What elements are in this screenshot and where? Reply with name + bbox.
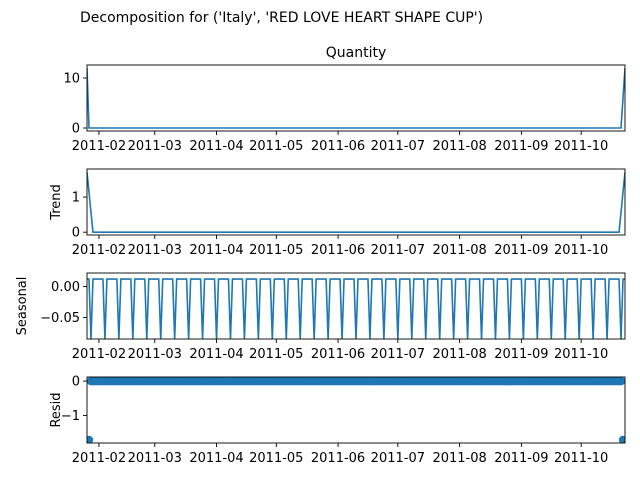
x-tick-label: 2011-05 [249,243,303,258]
x-tick-label: 2011-07 [371,139,425,154]
x-tick-label: 2011-05 [249,451,303,466]
resid-outlier-point [618,435,625,443]
panel-resid: 0 −1 2011-02 2011-03 2011-04 2011-05 2011-06 20… [49,375,626,466]
axes-frame [86,168,626,236]
axes-frame [86,64,626,132]
x-tick-label: 2011-09 [494,347,548,362]
series-line [87,67,625,129]
series-group [87,377,625,443]
x-tick-label: 2011-05 [249,139,303,154]
series-line [87,172,625,233]
x-tick-label: 2011-10 [554,243,608,258]
panel-seasonal: 0.00 −0.05 2011-02 2011-03 2011-04 2011-05 201… [15,272,626,362]
x-tick-label: 2011-09 [494,139,548,154]
x-tick-label: 2011-08 [432,347,486,362]
series-group [87,67,625,129]
x-tick-label: 2011-07 [371,347,425,362]
x-tick-label: 2011-06 [311,243,365,258]
x-tick-label: 2011-08 [432,139,486,154]
panel-trend: 0 1 2011-02 2011-03 2011-04 2011-05 2011-06 201… [49,168,626,258]
x-tick-label: 2011-07 [371,243,425,258]
y-tick-label: −0.05 [40,311,80,326]
x-tick-label: 2011-04 [189,451,243,466]
figure-title: Decomposition for ('Italy', 'RED LOVE HE… [80,10,483,26]
x-tick-label: 2011-02 [72,243,126,258]
x-tick-label: 2011-03 [128,347,182,362]
series-group [87,172,625,233]
x-tick-label: 2011-02 [72,347,126,362]
resid-point [616,377,625,386]
x-tick-label: 2011-03 [128,451,182,466]
x-tick-label: 2011-03 [128,243,182,258]
x-tick-label: 2011-09 [494,451,548,466]
y-tick-label: 0 [72,122,80,137]
x-tick-label: 2011-06 [311,139,365,154]
quantity-panel-title: Quantity [326,45,387,61]
resid-outlier-point [87,435,94,443]
x-tick-label: 2011-07 [371,451,425,466]
y-tick-label: 0.00 [51,280,80,295]
y-tick-label: 1 [72,191,80,206]
axes-frame [86,272,626,340]
x-tick-label: 2011-03 [128,139,182,154]
x-tick-label: 2011-08 [432,243,486,258]
seasonal-line [87,278,625,339]
y-axis-label: Resid [49,392,64,427]
x-tick-label: 2011-02 [72,451,126,466]
x-tick-label: 2011-06 [311,347,365,362]
x-tick-label: 2011-10 [554,347,608,362]
y-tick-label: 0 [72,226,80,241]
x-tick-label: 2011-04 [189,139,243,154]
x-tick-label: 2011-06 [311,451,365,466]
axes-frame [86,376,626,444]
x-tick-label: 2011-05 [249,347,303,362]
y-tick-label: 10 [63,72,80,87]
x-tick-label: 2011-04 [189,347,243,362]
y-axis-label: Trend [49,184,64,221]
series-group [87,278,625,339]
x-tick-label: 2011-09 [494,243,548,258]
y-axis-label: Seasonal [15,277,30,336]
x-tick-label: 2011-04 [189,243,243,258]
x-tick-label: 2011-10 [554,451,608,466]
y-tick-label: 0 [72,375,80,390]
x-tick-label: 2011-08 [432,451,486,466]
x-tick-label: 2011-10 [554,139,608,154]
panel-quantity: 0 10 2011-02 2011-03 2011-04 2011-05 2011-06 20… [63,64,626,154]
x-tick-label: 2011-02 [72,139,126,154]
y-tick-label: −1 [61,409,80,424]
